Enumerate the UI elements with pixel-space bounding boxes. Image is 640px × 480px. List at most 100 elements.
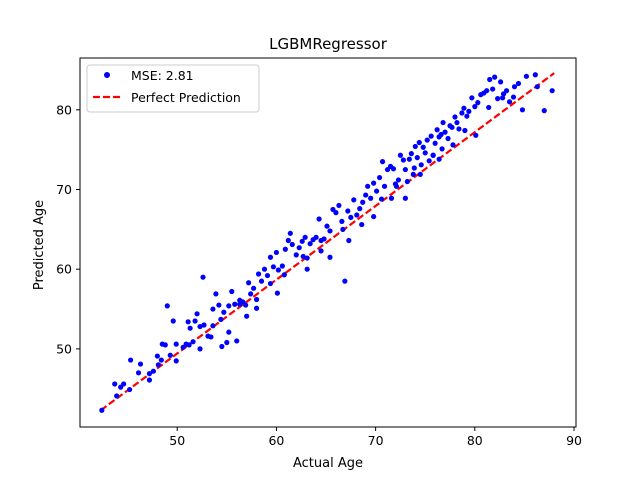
data-point	[164, 303, 170, 309]
y-tick-label: 50	[56, 341, 72, 356]
data-point	[379, 159, 386, 165]
data-point	[378, 196, 385, 202]
legend-label-perfect-prediction: Perfect Prediction	[131, 90, 241, 105]
data-point	[244, 313, 250, 319]
x-tick-label: 80	[467, 433, 483, 448]
data-point	[417, 171, 423, 177]
data-point	[167, 352, 173, 358]
data-point	[365, 183, 371, 189]
data-point	[246, 280, 252, 286]
data-point	[464, 113, 470, 119]
data-point	[452, 114, 458, 120]
data-point	[523, 73, 530, 79]
data-point	[208, 334, 214, 340]
data-point	[285, 237, 291, 244]
data-point	[506, 99, 513, 105]
data-point	[346, 237, 352, 244]
data-point	[336, 202, 342, 209]
data-point	[221, 309, 227, 315]
series-perfect-prediction	[100, 72, 555, 412]
data-point	[342, 278, 348, 284]
data-point	[304, 266, 310, 272]
data-point	[219, 343, 225, 350]
data-point	[186, 342, 192, 348]
data-point	[439, 146, 445, 152]
chart-title: LGBMRegressor	[269, 35, 388, 53]
legend-label-mse: MSE: 2.81	[131, 68, 194, 83]
data-point	[410, 171, 416, 177]
data-point	[210, 323, 216, 329]
data-point	[434, 127, 440, 133]
data-point	[436, 156, 442, 162]
data-point	[395, 177, 402, 183]
data-point	[201, 322, 207, 328]
data-point	[192, 318, 198, 324]
data-point	[197, 323, 203, 330]
data-point	[442, 129, 448, 135]
data-point	[313, 234, 319, 240]
data-point	[187, 325, 193, 331]
data-point	[461, 105, 467, 111]
data-point	[173, 358, 179, 364]
data-point	[459, 110, 465, 116]
data-point	[351, 197, 357, 203]
y-axis-label: Predicted Age	[32, 200, 47, 290]
y-tick-label: 80	[56, 102, 72, 117]
data-point	[324, 223, 330, 229]
data-point	[248, 291, 254, 297]
data-point	[408, 151, 414, 157]
data-point	[440, 119, 446, 126]
data-point	[404, 178, 410, 185]
data-point	[237, 301, 243, 307]
data-point	[388, 195, 395, 201]
data-point	[261, 266, 268, 272]
data-point	[99, 407, 105, 413]
data-point	[397, 152, 404, 158]
data-point	[224, 339, 230, 346]
data-point	[418, 162, 424, 168]
y-tick-label: 70	[56, 182, 72, 197]
data-point	[135, 370, 142, 376]
data-point	[190, 339, 196, 345]
data-point	[432, 140, 438, 146]
data-point	[445, 135, 451, 142]
data-point	[318, 248, 324, 254]
data-point	[293, 252, 299, 258]
data-point	[287, 230, 293, 236]
data-point	[258, 278, 265, 284]
data-point	[486, 104, 492, 111]
data-point	[321, 236, 327, 242]
data-point	[307, 241, 313, 247]
data-point	[412, 143, 418, 150]
data-point	[270, 264, 277, 270]
data-point	[368, 195, 374, 201]
data-point	[484, 88, 490, 94]
data-point	[279, 263, 285, 269]
data-point	[411, 165, 417, 171]
data-point	[492, 74, 498, 80]
data-point	[154, 353, 160, 359]
data-point	[302, 234, 308, 240]
data-point	[354, 212, 360, 218]
data-point	[390, 166, 397, 172]
data-point	[194, 311, 200, 317]
data-point	[532, 72, 538, 78]
data-point	[473, 132, 479, 138]
data-point	[216, 302, 222, 308]
data-point	[213, 291, 219, 297]
data-point	[363, 192, 369, 198]
x-tick-label: 90	[566, 433, 582, 448]
data-point	[430, 152, 436, 158]
data-point	[274, 290, 281, 296]
data-point	[137, 361, 144, 367]
data-point	[300, 253, 306, 260]
x-tick-label: 50	[169, 433, 185, 448]
data-point	[402, 195, 408, 201]
data-point	[424, 137, 430, 143]
data-point	[127, 357, 134, 363]
data-point	[121, 381, 127, 387]
data-point	[371, 180, 377, 186]
data-point	[472, 104, 478, 110]
data-point	[232, 301, 238, 307]
data-point	[357, 206, 363, 212]
